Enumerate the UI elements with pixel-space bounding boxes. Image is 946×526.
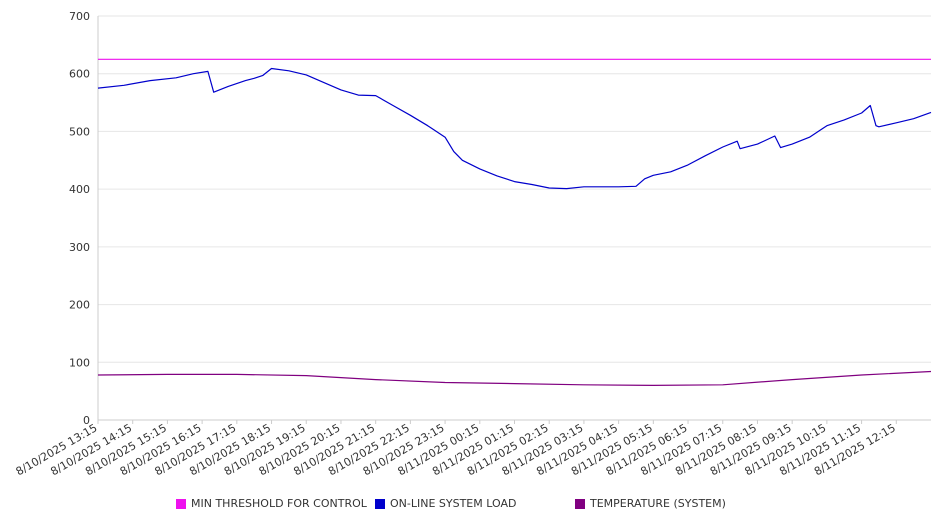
legend-label-threshold: MIN THRESHOLD FOR CONTROL	[191, 497, 367, 510]
x-tick-labels: 8/10/2025 13:158/10/2025 14:158/10/2025 …	[14, 421, 898, 478]
legend-item-threshold: MIN THRESHOLD FOR CONTROL	[176, 497, 367, 510]
y-tick-label: 0	[83, 414, 90, 427]
series-lines	[97, 58, 932, 386]
y-tick-label: 700	[69, 10, 90, 23]
axes	[97, 16, 931, 424]
y-tick-label: 200	[69, 299, 90, 312]
y-tick-label: 500	[69, 125, 90, 138]
series-line-temperature-system	[97, 370, 932, 386]
legend-swatch-threshold	[176, 498, 186, 509]
legend-item-temperature: TEMPERATURE (SYSTEM)	[575, 497, 726, 510]
legend-swatch-temperature	[575, 498, 585, 509]
y-tick-label: 600	[69, 68, 90, 81]
legend-label-system-load: ON-LINE SYSTEM LOAD	[390, 497, 517, 510]
gridlines	[98, 15, 931, 363]
y-tick-label: 100	[69, 356, 90, 369]
legend-label-temperature: TEMPERATURE (SYSTEM)	[590, 497, 726, 510]
legend-item-system-load: ON-LINE SYSTEM LOAD	[375, 497, 516, 510]
y-tick-label: 400	[69, 183, 90, 196]
y-tick-labels: 0 100 200 300 400 500 600 700	[69, 10, 90, 427]
series-line-on-line-system-load	[97, 67, 932, 190]
legend: MIN THRESHOLD FOR CONTROL ON-LINE SYSTEM…	[0, 497, 946, 515]
y-tick-label: 300	[69, 241, 90, 254]
legend-swatch-system-load	[375, 498, 385, 509]
